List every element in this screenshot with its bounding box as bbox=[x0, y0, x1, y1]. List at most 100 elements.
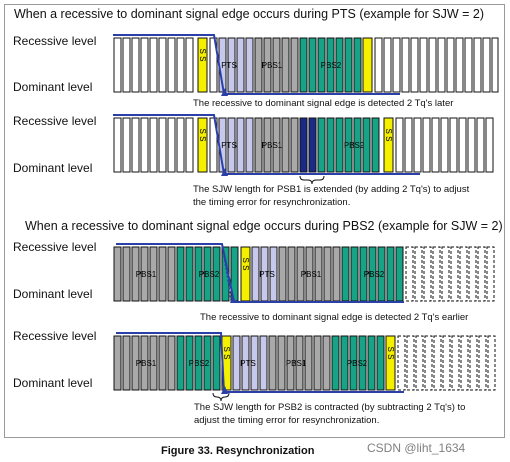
quantum-cell bbox=[383, 37, 392, 93]
quantum-cell bbox=[122, 37, 131, 93]
pbs2-cell bbox=[367, 335, 376, 391]
quantum-cell bbox=[397, 335, 406, 391]
pts-label: PTS bbox=[240, 359, 256, 368]
sync-label: S S bbox=[198, 49, 207, 62]
pbs1-cell bbox=[254, 37, 263, 93]
quantum-cell bbox=[432, 246, 441, 302]
pbs2-cell bbox=[203, 335, 212, 391]
quantum-cell bbox=[113, 117, 122, 173]
quantum-cell bbox=[491, 37, 499, 93]
pbs1-cell bbox=[122, 246, 131, 302]
pbs2-cell bbox=[299, 37, 308, 93]
quantum-cell bbox=[464, 37, 473, 93]
row-3-recessive-label: Recessive level bbox=[13, 240, 97, 254]
pbs1-label: PBS1 bbox=[262, 61, 283, 70]
quantum-cell bbox=[158, 37, 167, 93]
quantum-cell bbox=[458, 117, 467, 173]
pts-label: PTS bbox=[221, 61, 237, 70]
pbs2-cell bbox=[344, 117, 353, 173]
quantum-cell bbox=[442, 335, 451, 391]
pbs1-cell bbox=[158, 335, 167, 391]
pbs1-cell bbox=[113, 246, 122, 302]
quantum-cell bbox=[406, 335, 415, 391]
pbs1-label: PBS1 bbox=[136, 359, 157, 368]
pbs1-cell bbox=[140, 246, 149, 302]
quantum-cell bbox=[446, 37, 455, 93]
quantum-cell bbox=[140, 117, 149, 173]
pts-cell bbox=[236, 117, 245, 173]
early-edge-path bbox=[221, 243, 232, 301]
quantum-cell bbox=[478, 335, 487, 391]
row-4-note-line-1: The SJW length for PSB2 is contracted (b… bbox=[194, 402, 466, 413]
pts-label: PTS bbox=[221, 141, 237, 150]
row-1-recessive-label: Recessive level bbox=[13, 34, 97, 48]
pbs1-cell bbox=[295, 335, 304, 391]
row-1-dominant-label: Dominant level bbox=[13, 80, 93, 94]
sync-segment bbox=[383, 117, 394, 173]
pbs1-cell bbox=[254, 117, 263, 173]
pbs2-cell bbox=[349, 335, 358, 391]
pts-label: PTS bbox=[259, 270, 275, 279]
row-1-note: The recessive to dominant signal edge is… bbox=[193, 98, 454, 109]
pbs2-cell bbox=[326, 37, 335, 93]
pbs2-cell bbox=[386, 246, 395, 302]
row-2-note-line-1: The SJW length for PSB1 is extended (by … bbox=[193, 184, 470, 195]
pts-cell bbox=[241, 335, 250, 391]
quantum-cell bbox=[431, 117, 440, 173]
edge-arrow bbox=[230, 295, 236, 303]
quantum-cell bbox=[422, 117, 431, 173]
pbs1-cell bbox=[281, 117, 290, 173]
row-3-note: The recessive to dominant signal edge is… bbox=[200, 312, 469, 323]
row-4-dominant-label: Dominant level bbox=[13, 376, 93, 390]
sync-label: S S bbox=[222, 347, 231, 360]
quantum-cell bbox=[185, 37, 194, 93]
signal-waveform bbox=[116, 243, 404, 303]
pbs1-cell bbox=[290, 37, 299, 93]
quantum-cell bbox=[428, 37, 437, 93]
sync-label: S S bbox=[198, 129, 207, 142]
quantum-cell bbox=[473, 37, 482, 93]
extension-brace bbox=[299, 175, 325, 185]
edge-arrow bbox=[221, 168, 228, 176]
section-2-heading: When a recessive to dominant signal edge… bbox=[25, 219, 503, 233]
pbs2-cell bbox=[176, 335, 185, 391]
section-1-heading: When a recessive to dominant signal edge… bbox=[14, 7, 485, 21]
pts-cell bbox=[227, 117, 236, 173]
pbs1-cell bbox=[167, 335, 176, 391]
quantum-cell bbox=[482, 37, 491, 93]
row-4-timing-diagram: S S S S PBS1 PBS2 PTS PBS1 PBS2 bbox=[113, 332, 496, 402]
quantum-cell bbox=[433, 335, 442, 391]
pbs1-cell bbox=[113, 335, 122, 391]
pbs1-cell bbox=[313, 335, 322, 391]
pbs1-cell bbox=[277, 335, 286, 391]
quantum-cell bbox=[477, 246, 486, 302]
quantum-cell bbox=[415, 335, 424, 391]
pbs2-label: PBS2 bbox=[321, 61, 342, 70]
quantum-cell bbox=[468, 246, 477, 302]
quantum-cell bbox=[392, 37, 401, 93]
quantum-cell bbox=[441, 246, 450, 302]
sync-segment bbox=[240, 246, 251, 302]
quantum-cell bbox=[455, 37, 464, 93]
row-2-timing-diagram: S S S S PTS PBS1 PBS2 bbox=[113, 114, 494, 185]
pbs1-cell bbox=[272, 117, 281, 173]
pts-cell bbox=[259, 335, 268, 391]
quantum-cell bbox=[113, 37, 122, 93]
pbs2-cell bbox=[350, 246, 359, 302]
pbs1-cell bbox=[263, 37, 272, 93]
quantum-cell bbox=[176, 117, 185, 173]
pbs2-cell bbox=[308, 37, 317, 93]
pbs1-cell bbox=[167, 246, 176, 302]
pbs2-cell bbox=[185, 335, 194, 391]
quantum-cell bbox=[467, 117, 476, 173]
quantum-cell bbox=[460, 335, 469, 391]
pbs2-cell bbox=[335, 117, 344, 173]
signal-waveform bbox=[113, 34, 400, 95]
pbs1-label: PBS1 bbox=[262, 141, 283, 150]
pbs1-label: PBS1 bbox=[286, 359, 307, 368]
pbs2-cell bbox=[317, 37, 326, 93]
quantum-cell bbox=[374, 37, 383, 93]
quantum-cell bbox=[149, 37, 158, 93]
quantum-cell bbox=[437, 37, 446, 93]
pbs1-label: PBS1 bbox=[136, 270, 157, 279]
